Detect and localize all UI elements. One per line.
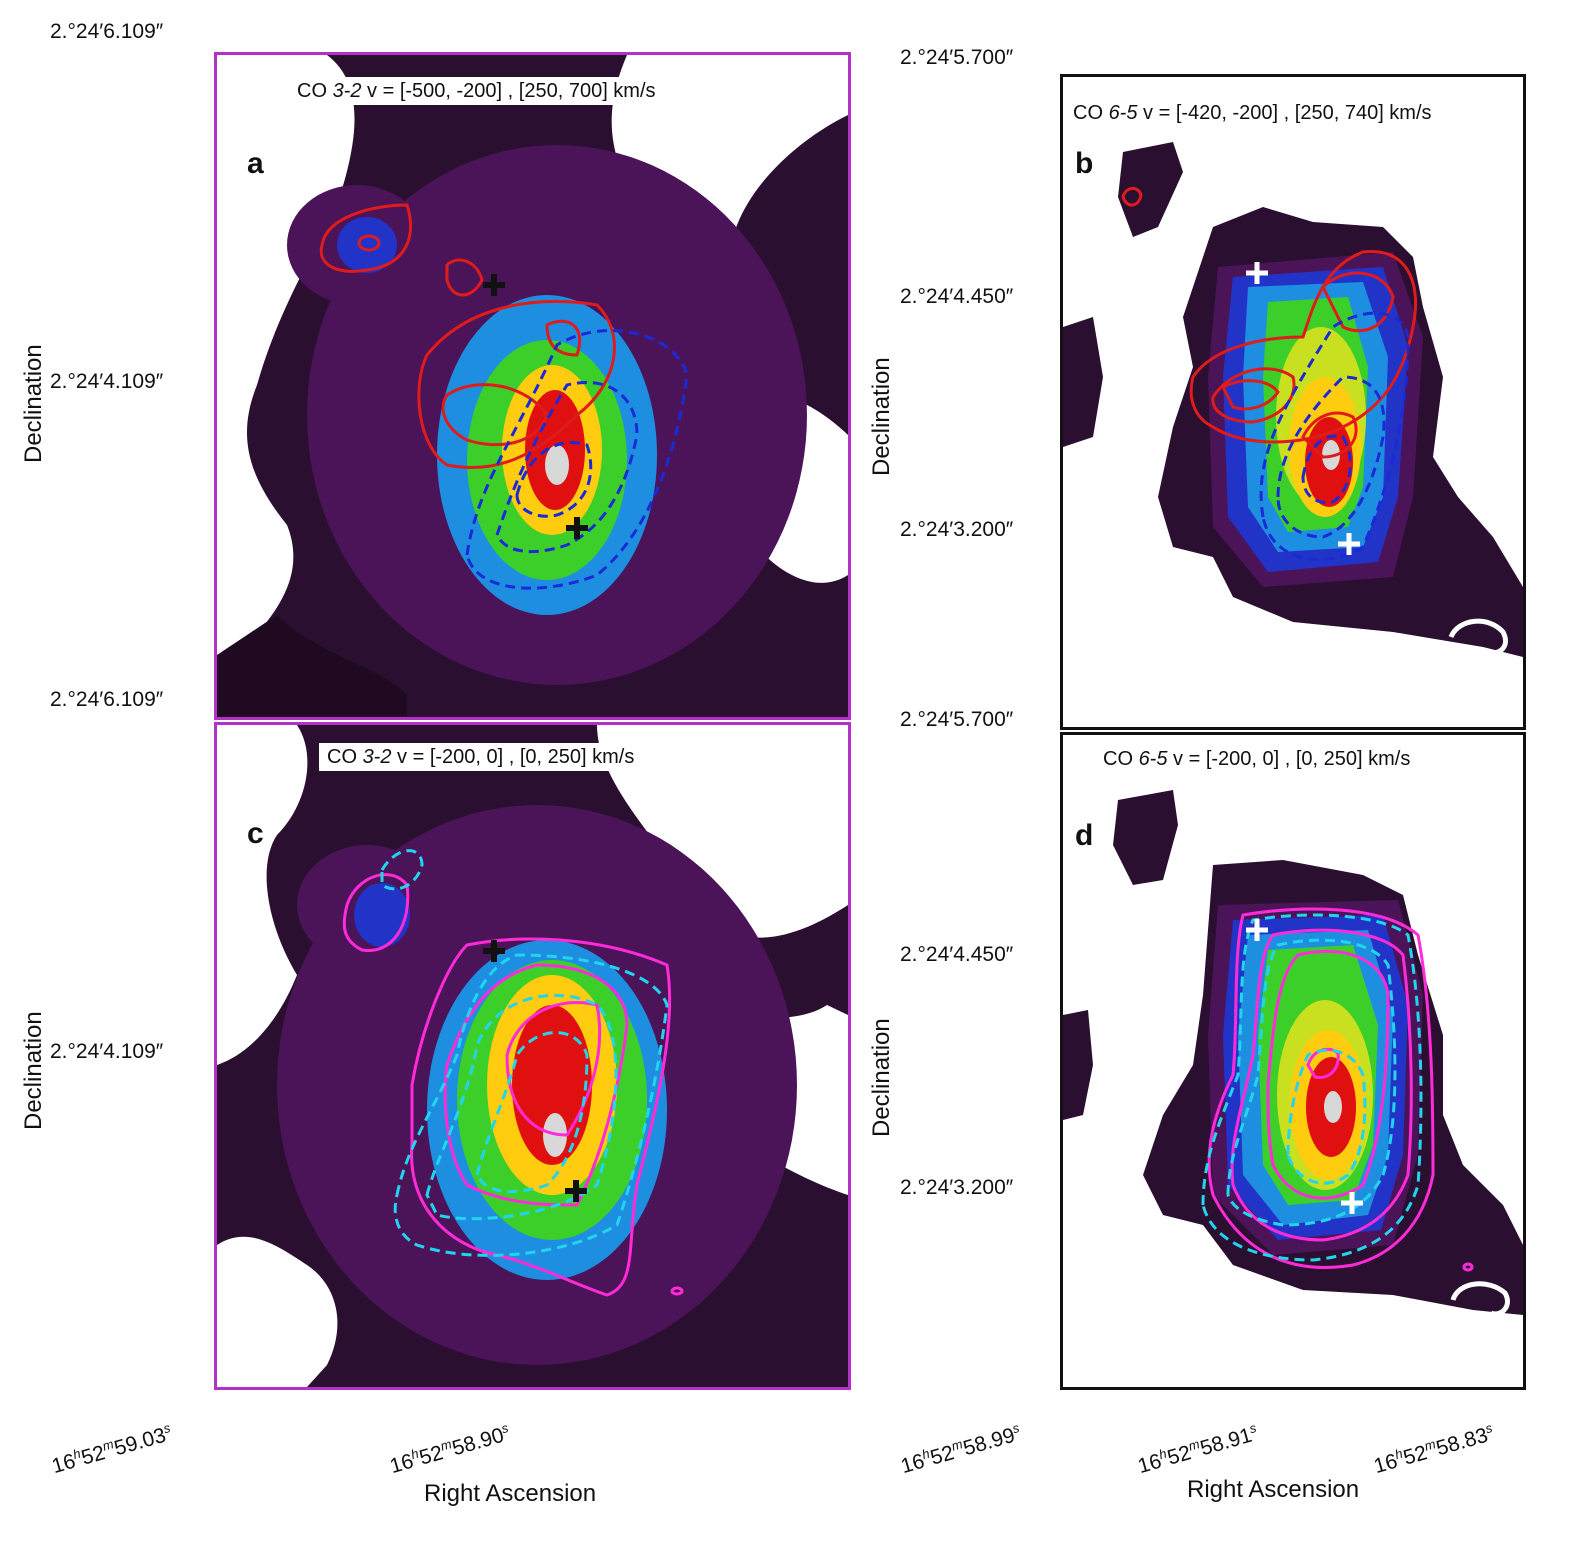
panel-d-co65-low-velocity: CO 6-5 v = [-200, 0] , [0, 250] km/s d xyxy=(1060,732,1526,1390)
panel-d-contours xyxy=(1201,907,1474,1272)
panel-b-letter: b xyxy=(1075,147,1094,180)
declination-label-c: Declination xyxy=(20,1011,47,1130)
panel-c-map xyxy=(217,725,848,1387)
dec-tick-c-mid: 2.°24′4.109″ xyxy=(50,1040,164,1063)
ra-tick-right-1: 16h52m58.99s xyxy=(898,1420,1021,1479)
dec-tick-a-mid: 2.°24′4.109″ xyxy=(50,370,164,393)
panel-b-map xyxy=(1063,77,1523,727)
panel-a-contours xyxy=(319,203,689,590)
panel-c-contours xyxy=(342,849,684,1297)
panel-d-caption: CO 6-5 v = [-200, 0] , [0, 250] km/s xyxy=(1095,745,1419,773)
panel-a-map xyxy=(217,55,848,717)
panel-a-markers xyxy=(483,274,588,539)
ra-tick-right-3: 16h52m58.83s xyxy=(1371,1420,1494,1479)
panel-b-markers xyxy=(1246,262,1360,555)
panel-b-beam-icon xyxy=(1448,618,1508,656)
panel-d-beam-icon xyxy=(1450,1281,1510,1317)
panel-d-markers xyxy=(1246,919,1363,1214)
dec-tick-a-top: 2.°24′6.109″ xyxy=(50,20,164,43)
panel-a-letter: a xyxy=(247,147,264,180)
dec-tick-d-low: 2.°24′3.200″ xyxy=(900,1176,1014,1199)
dec-tick-d-mid: 2.°24′4.450″ xyxy=(900,943,1014,966)
declination-label-a: Declination xyxy=(20,344,47,463)
ra-label-right: Right Ascension xyxy=(1187,1476,1360,1503)
dec-tick-b-low: 2.°24′3.200″ xyxy=(900,518,1014,541)
dec-tick-a-bottom: 2.°24′6.109″ xyxy=(50,688,164,711)
panel-c-co32-low-velocity: CO 3-2 v = [-200, 0] , [0, 250] km/s c xyxy=(214,722,851,1390)
panel-a-co32-high-velocity: CO 3-2 v = [-500, -200] , [250, 700] km/… xyxy=(214,52,851,720)
panel-b-co65-high-velocity: CO 6-5 v = [-420, -200] , [250, 740] km/… xyxy=(1060,74,1526,730)
ra-label-left: Right Ascension xyxy=(424,1480,597,1507)
ra-tick-left-2: 16h52m58.90s xyxy=(387,1420,510,1479)
panel-b-contours xyxy=(1121,187,1418,561)
panel-c-caption: CO 3-2 v = [-200, 0] , [0, 250] km/s xyxy=(319,743,643,771)
ra-tick-right-2: 16h52m58.91s xyxy=(1135,1420,1258,1479)
dec-tick-b-mid: 2.°24′4.450″ xyxy=(900,285,1014,308)
dec-tick-b-top: 2.°24′5.700″ xyxy=(900,46,1014,69)
dec-tick-b-bottom: 2.°24′5.700″ xyxy=(900,708,1014,731)
panel-d-letter: d xyxy=(1075,819,1094,852)
panel-d-map xyxy=(1063,735,1523,1387)
declination-label-d: Declination xyxy=(868,1018,895,1137)
panel-c-letter: c xyxy=(247,817,264,850)
panel-a-caption: CO 3-2 v = [-500, -200] , [250, 700] km/… xyxy=(289,77,664,105)
declination-label-b: Declination xyxy=(868,357,895,476)
panel-c-markers xyxy=(483,940,587,1202)
panel-b-caption: CO 6-5 v = [-420, -200] , [250, 740] km/… xyxy=(1065,99,1440,127)
ra-tick-left-1: 16h52m59.03s xyxy=(49,1420,172,1479)
